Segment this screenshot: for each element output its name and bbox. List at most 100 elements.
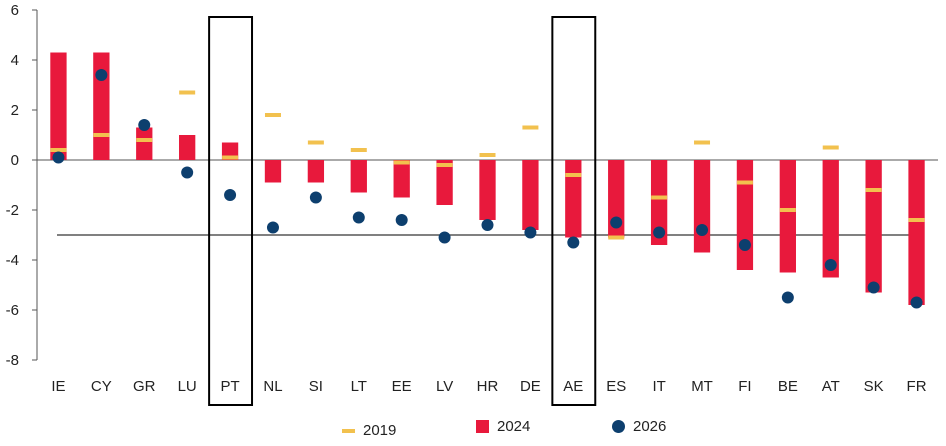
legend-swatch-2019 [342,428,355,433]
dash-2019-ee [393,160,410,165]
labels-layer: 6 4 2 0 -2 -4 -6 -8 IE CY GR LU PT NL SI LT EE LV HR DE AE ES… [6,2,927,395]
dot-2026-sk [867,281,880,294]
y-tick-label: -8 [6,352,19,369]
legend-swatch-2026 [612,420,625,433]
y-tick-label: -6 [6,302,19,319]
dot-2026-nl [266,221,279,234]
x-tick-label-lv: LV [436,378,453,395]
dot-2026-at [824,259,837,271]
dot-2026-fi [738,239,751,251]
x-tick-label-sk: SK [864,378,884,395]
x-tick-label-it: IT [652,378,665,395]
highlight-box-ae [551,16,597,406]
dash-2019-sk [865,188,882,192]
x-tick-label-ee: EE [392,378,412,395]
dots-layer [52,69,923,309]
x-tick-label-gr: GR [133,378,156,395]
dash-2019-it [651,195,668,200]
bar-2024-cy [93,52,110,160]
dot-2026-pt [224,189,237,201]
dot-2026-de [524,226,537,239]
y-tick-label: 2 [11,102,19,119]
legend-item-2026: 2026 [612,418,666,435]
bar-2024-it [650,160,668,245]
dot-2026-mt [696,224,709,236]
x-tick-label-fi: FI [738,378,751,395]
legend-label-2024: 2024 [497,418,531,435]
dot-2026-es [610,216,623,229]
bar-2024-nl [264,160,282,183]
x-tick-label-si: SI [309,378,323,395]
bar-2024-lv [436,160,453,205]
bar-2024-ie [50,52,67,160]
bar-2024-lt [350,160,367,193]
dash-2019-es [608,235,625,240]
x-tick-label-mt: MT [691,378,713,395]
dash-2019-fr [908,218,925,222]
x-tick-label-fr: FR [907,378,927,395]
legend-item-2019: 2019 [342,422,396,439]
dash-2019-hr [479,153,496,157]
y-tick-label: 0 [11,152,19,169]
bars-layer [50,52,925,305]
dash-2019-fi [736,180,753,185]
bar-2024-lu [179,135,196,160]
y-tick-label: -2 [6,202,19,219]
dot-2026-ie [52,151,65,164]
dashes-layer [50,90,925,240]
dot-2026-si [309,191,322,204]
dot-2026-be [781,291,794,304]
dot-2026-lu [181,166,194,179]
bar-2024-be [779,160,796,273]
y-tick-label: 4 [11,52,19,69]
dash-2019-lt [350,148,367,152]
dash-2019-ae [565,173,582,177]
bar-2024-hr [479,160,496,220]
bar-2024-gr [136,127,153,160]
dot-2026-ae [567,236,580,249]
highlight-box-pt [208,16,254,406]
x-tick-label-hr: HR [477,378,499,395]
dash-2019-lv [436,163,453,167]
x-tick-label-ie: IE [51,378,65,395]
dot-2026-hr [481,219,494,231]
bar-2024-fr [908,160,925,305]
x-tick-label-be: BE [778,378,798,395]
x-tick-label-de: DE [520,378,541,395]
dash-2019-nl [264,113,281,117]
bar-2024-ae [565,160,582,238]
legend: 2019 2024 2026 [0,416,946,446]
highlight-layer [208,16,597,406]
dash-2019-cy [93,133,110,137]
dot-2026-fr [910,296,923,309]
dash-2019-mt [694,140,711,145]
x-tick-label-es: ES [606,378,626,395]
bar-2024-sk [865,160,882,293]
x-tick-label-pt: PT [220,378,239,395]
legend-item-2024: 2024 [476,418,530,435]
y-tick-label: -4 [6,252,19,269]
dash-2019-lu [179,90,196,95]
dot-2026-lv [438,231,451,244]
legend-swatch-2024 [476,420,489,433]
bar-2024-si [307,160,325,183]
dash-2019-be [779,208,796,212]
bar-2024-at [822,160,839,278]
dash-2019-ie [50,148,67,152]
dash-2019-de [522,125,539,130]
x-tick-label-lt: LT [351,378,367,395]
y-tick-label: 6 [11,2,19,19]
dot-2026-cy [95,69,108,81]
bar-2024-ee [393,160,410,198]
x-tick-label-cy: CY [91,378,112,395]
x-tick-label-lu: LU [178,378,197,395]
bar-2024-fi [736,160,754,270]
dash-2019-gr [136,138,153,142]
legend-label-2026: 2026 [633,418,667,435]
x-tick-label-at: AT [822,378,840,395]
dash-2019-pt [222,155,239,160]
x-tick-label-nl: NL [263,378,282,395]
bar-2024-mt [693,160,711,253]
dot-2026-gr [138,119,151,131]
